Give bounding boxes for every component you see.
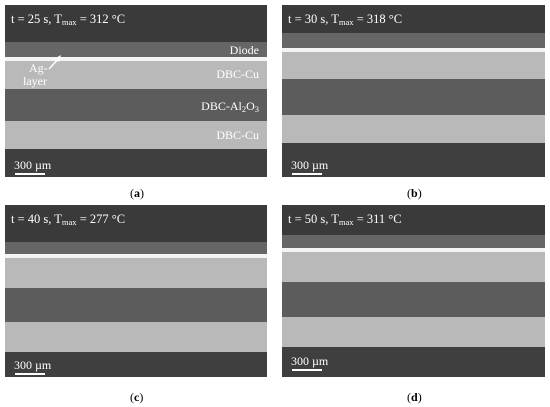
top-region — [282, 5, 545, 33]
dbc-cu-bottom-layer — [5, 322, 267, 352]
dbc-cu-top-label: DBC-Cu — [216, 67, 259, 81]
bottom-region — [5, 149, 267, 177]
dbc-cu-bottom-layer — [5, 121, 267, 149]
dbc-cu-top-layer — [5, 61, 267, 89]
dbc-cu-top-layer — [282, 252, 545, 282]
scale-label: 300 µm — [291, 158, 329, 172]
panel-header: t = 40 s, Tmax = 277 °C — [11, 212, 126, 227]
scale-bar — [292, 173, 322, 175]
bottom-region — [282, 347, 545, 377]
top-region — [5, 5, 267, 42]
bottom-region — [5, 352, 267, 377]
ag-layer-label-line2: layer — [23, 74, 47, 88]
diode-layer — [5, 242, 267, 254]
panel-header: t = 30 s, Tmax = 318 °C — [288, 12, 403, 27]
ag-layer-label-line1: Ag- — [29, 61, 48, 75]
dbc-al2o3-label: DBC-Al2O3 — [201, 99, 259, 114]
caption-b: (b) — [407, 186, 422, 200]
dbc-al2o3-layer — [282, 282, 545, 317]
ag-layer-arrow-icon — [48, 55, 61, 70]
panel-header: t = 50 s, Tmax = 311 °C — [288, 212, 402, 227]
top-region — [5, 205, 267, 242]
ag-layer — [282, 48, 545, 52]
scale-label: 300 µm — [14, 158, 52, 172]
scale-label: 300 µm — [291, 354, 329, 368]
dbc-cu-bottom-layer — [282, 115, 545, 143]
top-region — [282, 205, 545, 235]
scale-bar — [15, 373, 45, 375]
scale-bar — [15, 173, 45, 175]
diode-label: Diode — [229, 43, 259, 57]
dbc-cu-top-layer — [5, 258, 267, 288]
scale-bar — [292, 369, 322, 371]
caption-d: (d) — [407, 390, 422, 404]
caption-a: (a) — [130, 186, 144, 200]
dbc-al2o3-layer — [5, 89, 267, 121]
micrograph-panel-b: t = 30 s, Tmax = 318 °C 300 µm — [282, 5, 545, 177]
dbc-cu-bottom-layer — [282, 317, 545, 347]
ag-layer — [282, 248, 545, 252]
dbc-cu-bottom-label: DBC-Cu — [216, 128, 259, 142]
ag-layer — [5, 254, 267, 258]
bottom-region — [282, 143, 545, 177]
dbc-al2o3-layer — [5, 288, 267, 322]
dbc-al2o3-layer — [282, 79, 545, 115]
caption-c: (c) — [130, 390, 144, 404]
micrograph-panel-c: t = 40 s, Tmax = 277 °C 300 µm — [5, 205, 267, 377]
scale-label: 300 µm — [14, 358, 52, 372]
panel-header: t = 25 s, Tmax = 312 °C — [11, 12, 126, 27]
micrograph-panel-d: t = 50 s, Tmax = 311 °C 300 µm — [282, 205, 545, 377]
ag-layer — [5, 57, 267, 61]
dbc-cu-top-layer — [282, 52, 545, 79]
micrograph-panel-a: t = 25 s, Tmax = 312 °C Diode Ag- layer … — [5, 5, 267, 177]
diode-layer — [5, 42, 267, 57]
diode-layer — [282, 33, 545, 48]
diode-layer — [282, 235, 545, 248]
